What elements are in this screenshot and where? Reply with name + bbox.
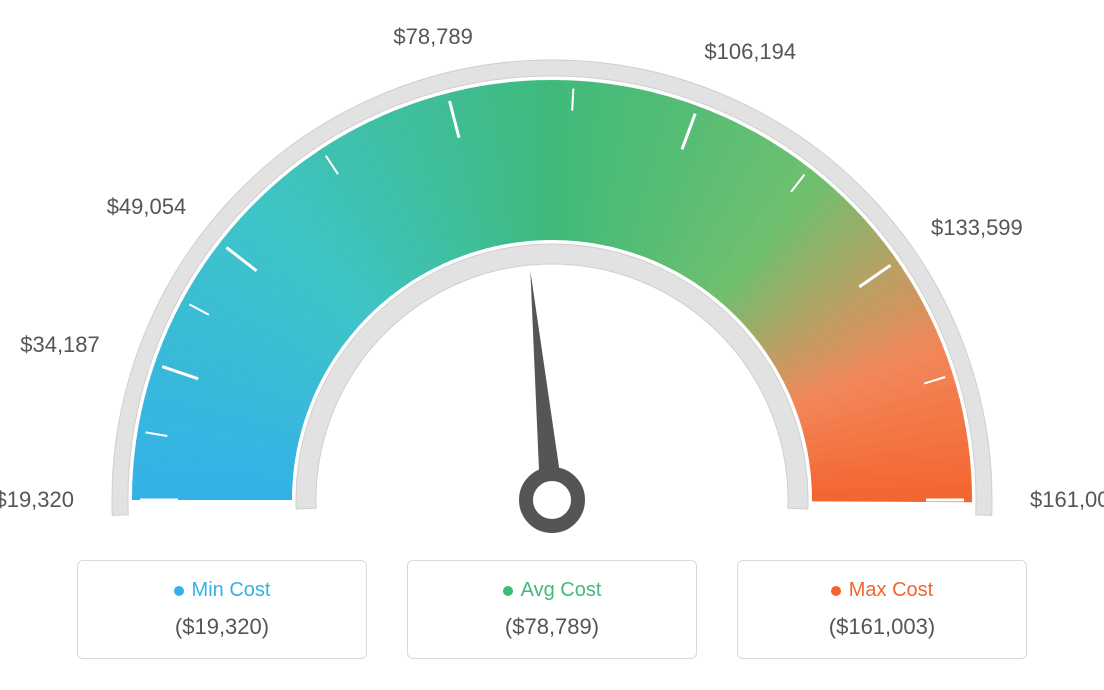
gauge-chart: $19,320$34,187$49,054$78,789$106,194$133… <box>20 20 1084 540</box>
gauge-tick-label: $49,054 <box>107 194 187 220</box>
legend-max-value: ($161,003) <box>748 614 1016 640</box>
dot-icon <box>831 586 841 596</box>
legend-min-title-text: Min Cost <box>192 579 271 601</box>
legend-max-title: Max Cost <box>748 579 1016 602</box>
gauge-tick-label: $19,320 <box>0 487 74 513</box>
legend-avg: Avg Cost ($78,789) <box>407 560 697 659</box>
legend-max: Max Cost ($161,003) <box>737 560 1027 659</box>
gauge-svg <box>20 20 1084 540</box>
legend-row: Min Cost ($19,320) Avg Cost ($78,789) Ma… <box>20 560 1084 659</box>
legend-min-title: Min Cost <box>88 579 356 602</box>
gauge-tick-label: $133,599 <box>931 215 1023 241</box>
legend-avg-title: Avg Cost <box>418 579 686 602</box>
legend-avg-value: ($78,789) <box>418 614 686 640</box>
gauge-tick-label: $161,003 <box>1030 487 1104 513</box>
legend-min-value: ($19,320) <box>88 614 356 640</box>
dot-icon <box>503 586 513 596</box>
legend-max-title-text: Max Cost <box>849 579 933 601</box>
gauge-tick-label: $106,194 <box>704 39 796 65</box>
dot-icon <box>174 586 184 596</box>
legend-min: Min Cost ($19,320) <box>77 560 367 659</box>
legend-avg-title-text: Avg Cost <box>521 579 602 601</box>
gauge-tick-label: $34,187 <box>20 332 100 358</box>
gauge-tick-label: $78,789 <box>393 24 473 50</box>
